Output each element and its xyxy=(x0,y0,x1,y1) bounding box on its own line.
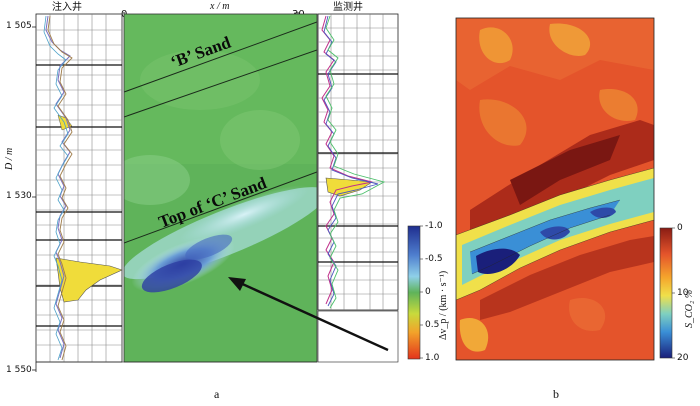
plume-arrow xyxy=(228,277,389,352)
cbar-b-tick-0: 0 xyxy=(677,223,683,233)
colorbar-b-label: S_CO₂ % xyxy=(684,289,695,328)
caption-b: b xyxy=(553,387,559,401)
injection-well-label: 注入井 xyxy=(52,2,82,13)
cbar-a-tick-neg05: -0.5 xyxy=(425,254,443,264)
panel-a-figure xyxy=(32,12,423,372)
depth-tick-1550: 1 550 xyxy=(6,365,32,375)
cbar-a-tick-neg1: -1.0 xyxy=(425,221,443,231)
depth-tick-1530: 1 530 xyxy=(6,191,32,201)
depth-tick-1505: 1 505 xyxy=(6,21,32,31)
cbar-b-tick-10: 10 xyxy=(677,288,689,298)
cbar-b-tick-20: 20 xyxy=(677,353,689,363)
cbar-a-tick-05: 0.5 xyxy=(425,320,440,330)
colorbar-a-label: Δv_p / (km · s⁻¹) xyxy=(438,270,449,340)
colorbar-b xyxy=(659,227,675,359)
x-axis-label: x / m xyxy=(210,1,230,12)
injection-well-log xyxy=(32,13,123,372)
cbar-a-tick-0: 0 xyxy=(425,287,431,297)
saturation-map xyxy=(455,17,675,361)
monitor-well-label: 监测井 xyxy=(333,2,363,13)
colorbar-a xyxy=(407,225,423,360)
monitor-well-log xyxy=(317,13,399,311)
caption-a: a xyxy=(214,387,220,401)
cbar-a-tick-1: 1.0 xyxy=(425,353,440,363)
